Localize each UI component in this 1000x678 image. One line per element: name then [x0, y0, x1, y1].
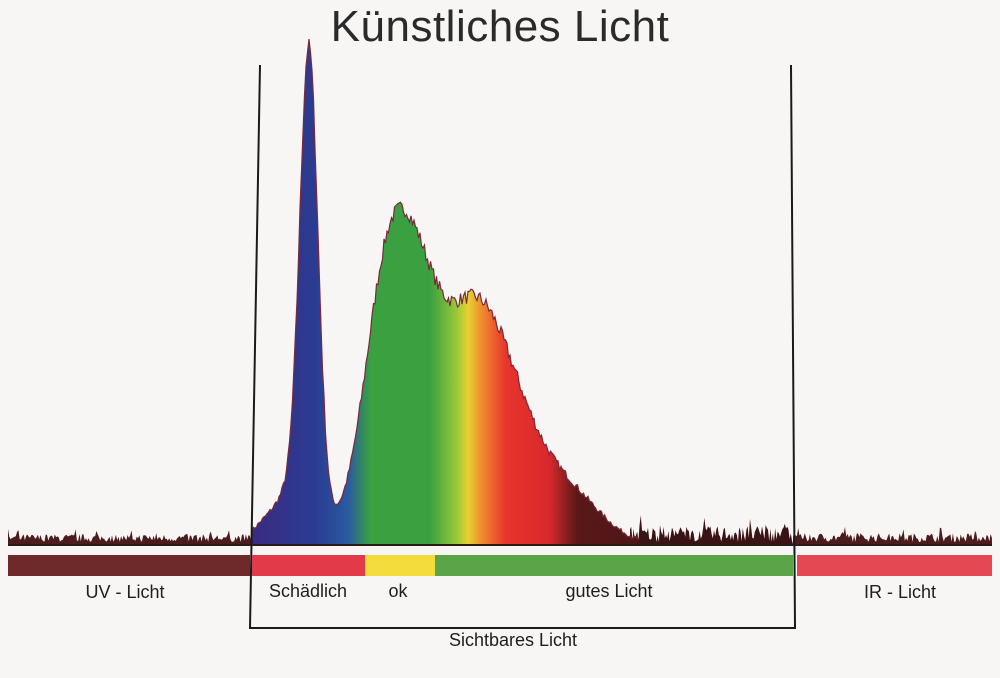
uv-light-label: UV - Licht	[85, 582, 165, 602]
band-ok	[365, 555, 435, 576]
band-ir	[797, 555, 992, 576]
ir-noise-floor	[793, 526, 992, 544]
band-harmful	[252, 555, 365, 576]
ir-light-label: IR - Licht	[863, 582, 937, 602]
spectrum-noise-tail	[630, 515, 793, 544]
good-light-label: gutes Licht	[565, 581, 653, 601]
uv-noise-floor	[8, 528, 252, 544]
emission-spectrum-outline	[251, 39, 640, 541]
diagram-title: Künstliches Licht	[330, 2, 670, 51]
emission-spectrum	[252, 39, 640, 544]
visible-light-label: Sichtbares Licht	[448, 630, 578, 650]
band-uv	[8, 555, 250, 576]
band-good-light	[435, 555, 793, 576]
visible-light-frame	[248, 64, 797, 629]
ok-label: ok	[388, 581, 408, 601]
harmful-label: Schädlich	[268, 581, 348, 601]
